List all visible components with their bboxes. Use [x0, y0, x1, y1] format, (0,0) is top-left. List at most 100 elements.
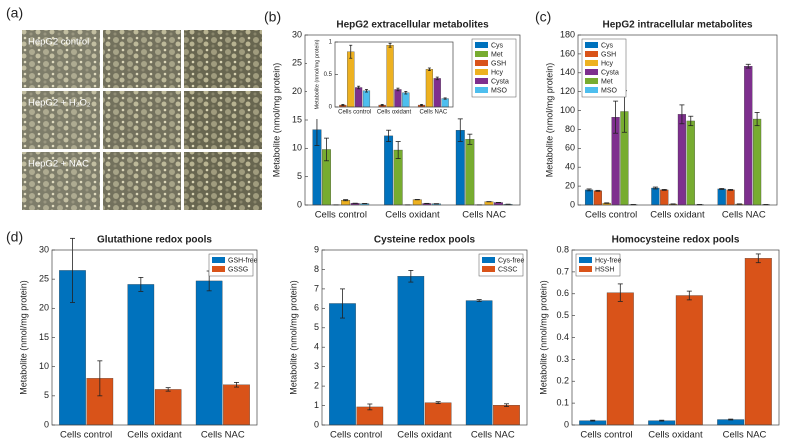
- axes-frame: [321, 249, 528, 426]
- bar: [412, 199, 422, 206]
- bar: [433, 78, 441, 108]
- y-tick-label: 7: [314, 283, 319, 293]
- error-bar: [719, 188, 725, 190]
- bar: [424, 402, 452, 426]
- y-tick-label: 100: [560, 105, 575, 115]
- bar: [223, 384, 250, 426]
- error-bar: [617, 283, 623, 302]
- x-tick-label: Cells oxidant: [397, 430, 452, 441]
- bar: [677, 114, 686, 206]
- error-bar: [443, 97, 447, 100]
- bar: [753, 118, 762, 206]
- error-bar: [728, 189, 734, 191]
- error-bar: [70, 237, 75, 303]
- legend-label: Met: [601, 78, 613, 85]
- error-bar: [754, 112, 760, 127]
- legend-swatch: [475, 87, 488, 93]
- bar: [386, 45, 394, 108]
- legend-label: Cys-free: [498, 257, 525, 264]
- bar: [127, 284, 155, 426]
- x-tick-label: Cells control: [585, 210, 637, 221]
- error-bar: [234, 382, 239, 388]
- error-bar: [380, 104, 384, 107]
- error-bar: [367, 403, 373, 411]
- y-tick-label: 0.5: [556, 310, 569, 320]
- y-tick-label: 10: [292, 143, 302, 153]
- bar: [717, 188, 726, 206]
- legend-swatch: [475, 51, 488, 57]
- error-bar: [659, 419, 665, 422]
- y-tick-label: 160: [560, 48, 575, 58]
- micrograph: [103, 30, 181, 88]
- y-tick-label: 2: [314, 380, 319, 390]
- error-bar: [349, 44, 353, 59]
- y-tick-label: 80: [565, 124, 575, 134]
- micrograph: [22, 30, 100, 88]
- error-bar: [408, 270, 414, 283]
- y-tick-label: 10: [39, 361, 49, 371]
- error-bar: [420, 104, 424, 107]
- error-bar: [396, 87, 400, 92]
- bar: [593, 190, 602, 206]
- error-bar: [364, 89, 368, 93]
- legend-label: GSH-free: [228, 257, 258, 264]
- bar: [347, 51, 355, 108]
- y-tick-label: 180: [560, 29, 575, 39]
- y-tick-label: 15: [39, 332, 49, 342]
- x-tick-label: Cells NAC: [723, 430, 767, 441]
- axes-frame: [577, 34, 778, 206]
- y-tick-label: 5: [297, 171, 302, 181]
- error-bar: [341, 104, 345, 107]
- error-bar: [613, 100, 619, 134]
- image-label: HepG2 control: [28, 37, 89, 48]
- legend: Hcy-free HSSH: [575, 253, 622, 277]
- error-bar: [138, 277, 144, 292]
- y-tick-label: 30: [292, 29, 302, 39]
- bar: [686, 120, 695, 206]
- error-bar: [476, 299, 482, 302]
- bar: [329, 303, 356, 426]
- error-bar: [745, 63, 751, 69]
- bar: [397, 276, 425, 426]
- image-label: HepG2 + H₂O₂: [28, 98, 91, 109]
- micrograph: [103, 152, 181, 210]
- inset-x-tick-label: Cells control: [338, 110, 371, 116]
- y-tick-label: 8: [314, 264, 319, 274]
- legend: Cys GSH Hcy Cysta Met MSO: [581, 38, 627, 98]
- x-tick-label: Cells oxidant: [648, 430, 703, 441]
- legend-label: Cys: [491, 42, 504, 49]
- legend-swatch: [482, 257, 495, 263]
- legend-label: GSH: [491, 60, 506, 67]
- y-tick-label: 20: [292, 86, 302, 96]
- error-bar: [388, 42, 392, 48]
- y-axis-label: Metabolite (nmol/mg protein): [271, 63, 281, 178]
- inset-x-tick-label: Cells oxidant: [377, 110, 412, 116]
- legend-label: Cysta: [601, 69, 619, 76]
- micrograph: [22, 152, 100, 210]
- error-bar: [679, 104, 685, 125]
- bar: [394, 89, 402, 108]
- x-tick-label: Cells oxidant: [127, 430, 182, 441]
- chart-title: Homocysteine redox pools: [612, 235, 740, 246]
- x-tick-label: Cells oxidant: [385, 210, 440, 221]
- error-bar: [324, 137, 329, 162]
- bar: [493, 405, 520, 426]
- legend: GSH-free GSSG: [208, 253, 258, 277]
- y-tick-label: 140: [560, 67, 575, 77]
- legend-label: GSSG: [228, 266, 248, 273]
- x-tick-label: Cells NAC: [471, 430, 515, 441]
- error-bar: [586, 188, 592, 192]
- legend-label: MSO: [491, 87, 508, 94]
- error-bar: [457, 118, 463, 142]
- y-tick-label: 0.1: [556, 398, 569, 408]
- y-tick-label: 0.7: [556, 266, 569, 276]
- legend-swatch: [475, 42, 488, 48]
- error-bar: [755, 253, 761, 264]
- legend-label: Hcy: [601, 60, 614, 67]
- chart-title: Glutathione redox pools: [97, 235, 212, 246]
- micrograph: [184, 30, 262, 88]
- y-tick-label: 0.6: [556, 288, 569, 298]
- legend-swatch: [475, 78, 488, 84]
- legend-label: HSSH: [595, 266, 614, 273]
- y-axis-label: Metabolite (nmol/mg protein): [538, 280, 548, 395]
